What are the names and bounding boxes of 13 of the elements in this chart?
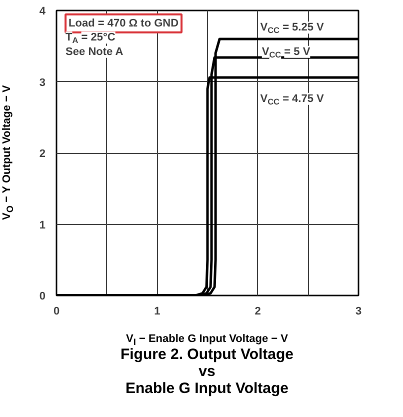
y-tick-label: 1 <box>39 219 46 232</box>
y-tick-label: 2 <box>39 148 46 160</box>
x-tick-label: 3 <box>355 306 362 318</box>
x-tick-label: 0 <box>53 306 60 318</box>
text: Figure 2. Output Voltage vs Enable G Input Voltage <box>119 346 295 397</box>
x-tick-label: 1 <box>154 306 160 318</box>
y-tick-label: 4 <box>39 6 46 18</box>
y-tick-label: 0 <box>39 290 46 302</box>
x-axis-title: V$_{I}$ − Enable G Input Voltage − V <box>126 333 288 348</box>
annotation: See Note A <box>66 46 124 58</box>
x-tick-label: 2 <box>254 306 261 318</box>
y-tick-label: 3 <box>39 76 46 89</box>
annotation: Load = 470 Ω to GND <box>68 17 179 30</box>
